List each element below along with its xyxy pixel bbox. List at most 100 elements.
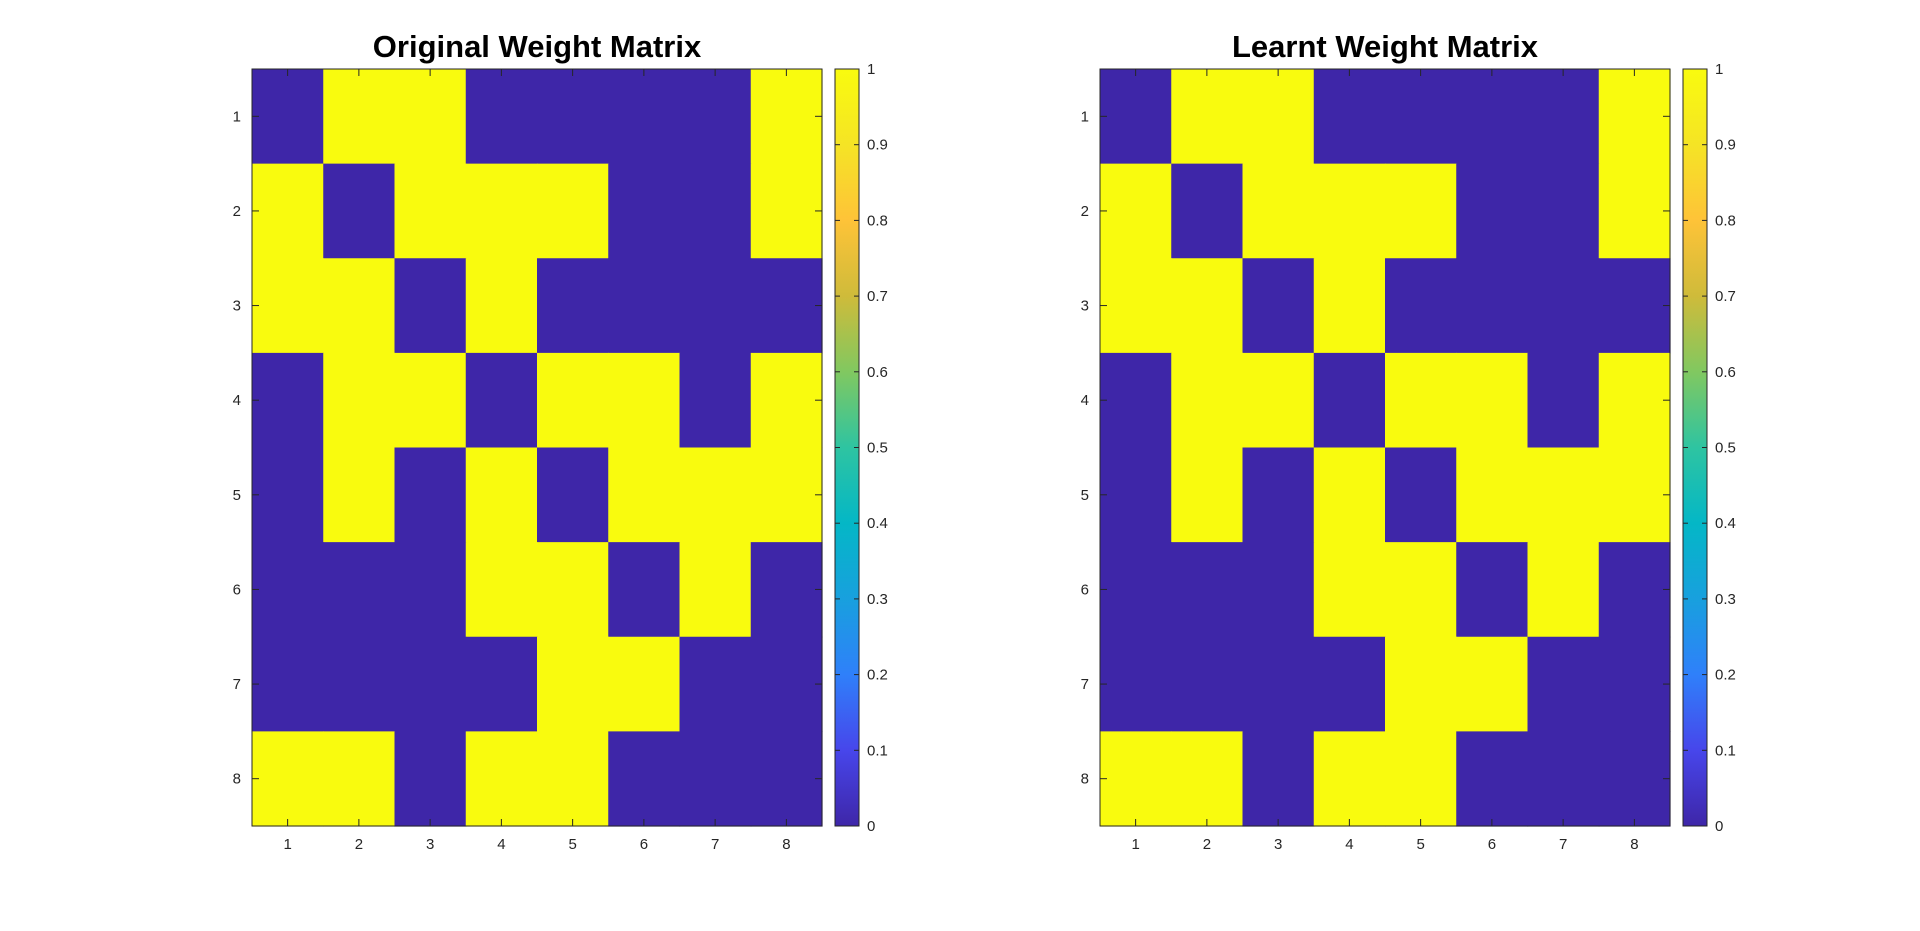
heatmap-cell [1385,163,1457,259]
heatmap-cell [750,636,823,732]
heatmap-cell [252,163,324,259]
heatmap-cell [1385,258,1457,354]
y-tick-label: 7 [233,676,241,693]
heatmap-cell [1171,731,1244,827]
x-tick-label: 1 [283,836,291,853]
heatmap-cell [750,69,823,165]
y-tick-label: 7 [1081,676,1089,693]
x-tick-label: 8 [1630,836,1638,853]
heatmap-cell [1242,636,1315,732]
heatmap-cell [1456,163,1529,259]
x-tick-label: 3 [1274,836,1282,853]
colorbar-tick-label: 0.4 [1715,515,1736,532]
heatmap-cell [394,447,467,543]
heatmap-cell [1527,69,1600,165]
y-tick-label: 2 [1081,203,1089,220]
heatmap-cell [608,542,681,638]
heatmap-cell [750,542,823,638]
heatmap-cell [394,163,467,259]
heatmap-cell [1171,636,1244,732]
heatmap-cell [252,731,324,827]
heatmap-cell [1242,69,1315,165]
heatmap-cell [1456,352,1529,449]
heatmap-cell [537,447,609,543]
heatmap-cell [1598,636,1671,732]
x-tick-label: 6 [1488,836,1496,853]
heatmap-cell [608,69,681,165]
heatmap-cell [1100,163,1172,259]
heatmap-cell [537,352,609,449]
heatmap-cell [1242,447,1315,543]
heatmap-cell [1171,447,1244,543]
heatmap-cell [750,731,823,827]
heatmap-cell [1527,447,1600,543]
heatmap-cell [1456,542,1529,638]
y-tick-label: 2 [233,203,241,220]
heatmap-cell [394,542,467,638]
heatmap-cell [1527,258,1600,354]
heatmap-cell [323,542,396,638]
heatmap-cell [323,636,396,732]
heatmap-cell [323,352,396,449]
heatmap-cell [1527,352,1600,449]
heatmap-cell [1100,636,1172,732]
heatmap-cell [323,447,396,543]
heatmap-cell [679,447,752,543]
heatmap-cell [1100,352,1172,449]
colorbar-tick-label: 0 [1715,818,1723,835]
heatmap-cell [537,542,609,638]
heatmap-cell [1100,731,1172,827]
heatmap-cell [1171,69,1244,165]
colorbar-tick-label: 0.8 [867,212,888,229]
heatmap-cell [1385,542,1457,638]
heatmap-cell [465,731,538,827]
x-tick-label: 5 [568,836,576,853]
heatmap-cell [1456,636,1529,732]
heatmap-cell [608,258,681,354]
heatmap-cell [1456,447,1529,543]
colorbar-tick-label: 0.7 [867,288,888,305]
heatmap-cell [1313,163,1386,259]
heatmap-cell [394,352,467,449]
y-tick-label: 6 [233,581,241,598]
heatmap-cell [1313,352,1386,449]
colorbar-tick-label: 0.2 [1715,667,1736,684]
heatmap-cell [1313,542,1386,638]
heatmap-cell [252,69,324,165]
heatmap-cell [679,69,752,165]
heatmap-cell [323,731,396,827]
heatmap-cell [1313,69,1386,165]
heatmap-cell [1242,258,1315,354]
heatmap-cell [1385,352,1457,449]
x-tick-label: 5 [1416,836,1424,853]
colorbar-tick-label: 0.3 [1715,591,1736,608]
colorbar-tick-label: 0.9 [1715,137,1736,154]
heatmap-cell [252,447,324,543]
colorbar-tick-label: 0.5 [1715,440,1736,457]
heatmap-cell [252,636,324,732]
chart-title: Original Weight Matrix [373,29,702,64]
heatmap-cell [537,258,609,354]
x-tick-label: 6 [640,836,648,853]
heatmap-cell [608,163,681,259]
colorbar: 0 0.1 0.2 0.3 0.4 0.5 0.6 0.7 0.8 0.9 1 [834,61,888,835]
heatmap-cell [1171,258,1244,354]
y-tick-label: 6 [1081,581,1089,598]
heatmap-cell [1313,447,1386,543]
heatmap-cell [1598,352,1671,449]
heatmap-cell [465,69,538,165]
colorbar-tick-label: 1 [867,61,875,78]
heatmap-cell [1100,258,1172,354]
heatmap-cell [1456,731,1529,827]
heatmap-cells [1100,69,1671,827]
y-tick-label: 3 [1081,298,1089,315]
heatmap-cell [1242,731,1315,827]
heatmap-cell [394,258,467,354]
x-tick-label: 4 [1345,836,1353,853]
heatmap-cell [1385,636,1457,732]
heatmap-cell [252,258,324,354]
heatmap-cell [679,636,752,732]
heatmap-cell [750,447,823,543]
heatmap-cell [1527,542,1600,638]
